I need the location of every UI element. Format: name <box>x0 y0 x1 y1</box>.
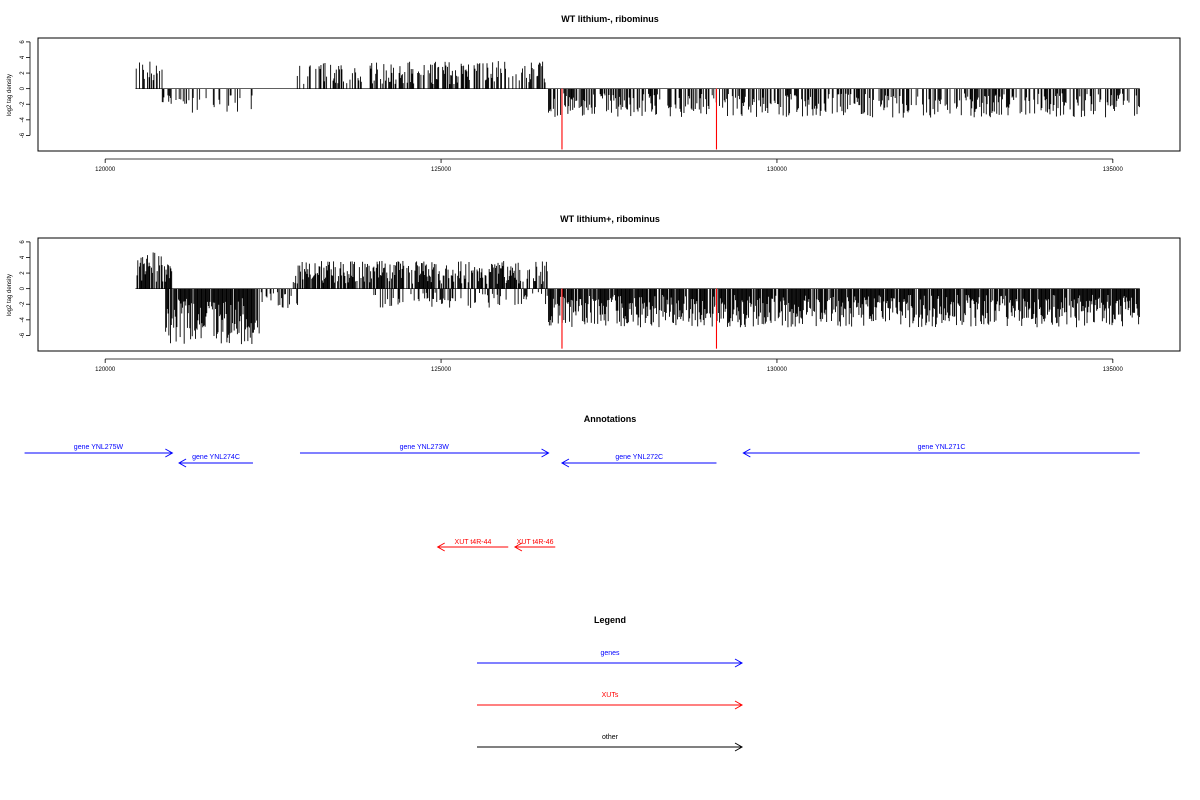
x-tick-label: 135000 <box>1103 167 1124 173</box>
y-tick-label: -6 <box>20 332 26 338</box>
y-tick-label: 6 <box>20 40 26 44</box>
y-tick-label: 0 <box>20 86 26 90</box>
bar-group <box>135 61 1140 150</box>
xut-label: XUT t4R-44 <box>455 539 492 546</box>
y-tick-label: 0 <box>20 286 26 290</box>
legend-items: genes XUTs other <box>477 650 744 752</box>
y-tick-label: -4 <box>20 117 26 123</box>
y-tick-label: -6 <box>20 132 26 138</box>
y-axis-label: log2 tag density <box>7 274 13 316</box>
gene-arrow <box>299 448 550 458</box>
arrow-head <box>178 458 187 468</box>
gene-arrow <box>178 458 253 468</box>
y-tick-label: 6 <box>20 240 26 244</box>
plot-frame <box>37 37 1181 152</box>
panel-title: WT lithium+, ribominus <box>560 214 660 224</box>
gene-label: gene YNL272C <box>615 454 663 461</box>
y-axis-label: log2 tag density <box>7 74 13 116</box>
y-tick-label: 4 <box>20 55 26 59</box>
annotations-title: Annotations <box>584 414 637 424</box>
x-tick-label: 120000 <box>95 367 116 373</box>
arrow-head <box>165 448 174 458</box>
gene-label: gene YNL274C <box>192 454 240 461</box>
x-tick-label: 135000 <box>1103 367 1124 373</box>
y-tick-label: -2 <box>20 301 26 307</box>
gene-arrow <box>742 448 1140 458</box>
xut-arrow <box>436 542 509 552</box>
xut-label: XUT t4R-46 <box>517 539 554 546</box>
legend-arrow <box>477 742 744 752</box>
legend-label: other <box>602 734 619 741</box>
arrow-head <box>436 542 445 552</box>
y-tick-label: -2 <box>20 101 26 107</box>
gene-label: gene YNL271C <box>918 444 966 451</box>
arrow-head <box>734 742 744 752</box>
x-tick-label: 125000 <box>431 367 452 373</box>
legend-arrow <box>477 700 744 710</box>
x-tick-label: 120000 <box>95 167 116 173</box>
axes: -6 -4 -2 0 2 4 6 120000 125000 130000 135000 <box>20 240 1123 373</box>
legend-label: genes <box>600 650 620 657</box>
y-tick-label: -4 <box>20 317 26 323</box>
gene-arrow <box>24 448 174 458</box>
panel-lithium-minus: WT lithium-, ribominus log2 tag density … <box>7 14 1181 173</box>
axes: -6 -4 -2 0 2 4 6 120000 125000 130000 135000 <box>20 40 1123 173</box>
y-tick-label: 2 <box>20 271 26 275</box>
arrow-head <box>560 458 570 468</box>
arrow-head <box>742 448 751 458</box>
arrow-head <box>734 658 744 668</box>
legend-arrow <box>477 658 744 668</box>
plot-frame <box>37 237 1181 352</box>
bar-group <box>135 252 1140 349</box>
y-tick-label: 2 <box>20 71 26 75</box>
x-tick-label: 125000 <box>431 167 452 173</box>
arrow-head <box>734 700 744 710</box>
x-tick-label: 130000 <box>767 367 788 373</box>
xut-arrow <box>513 542 556 552</box>
panel-lithium-plus: WT lithium+, ribominus log2 tag density … <box>7 214 1181 373</box>
gene-arrow <box>560 458 717 468</box>
annotation-items: gene YNL275W gene YNL274C gene YNL273W gene… <box>24 444 1140 552</box>
x-tick-label: 130000 <box>767 167 788 173</box>
legend-label: XUTs <box>602 692 619 699</box>
y-tick-label: 4 <box>20 255 26 259</box>
legend: Legend genes XUTs other <box>477 615 744 752</box>
panel-title: WT lithium-, ribominus <box>561 14 659 24</box>
legend-title: Legend <box>594 615 626 625</box>
gene-label: gene YNL275W <box>74 444 124 451</box>
arrow-head <box>513 542 523 552</box>
gene-label: gene YNL273W <box>400 444 450 451</box>
arrow-head <box>541 448 550 458</box>
